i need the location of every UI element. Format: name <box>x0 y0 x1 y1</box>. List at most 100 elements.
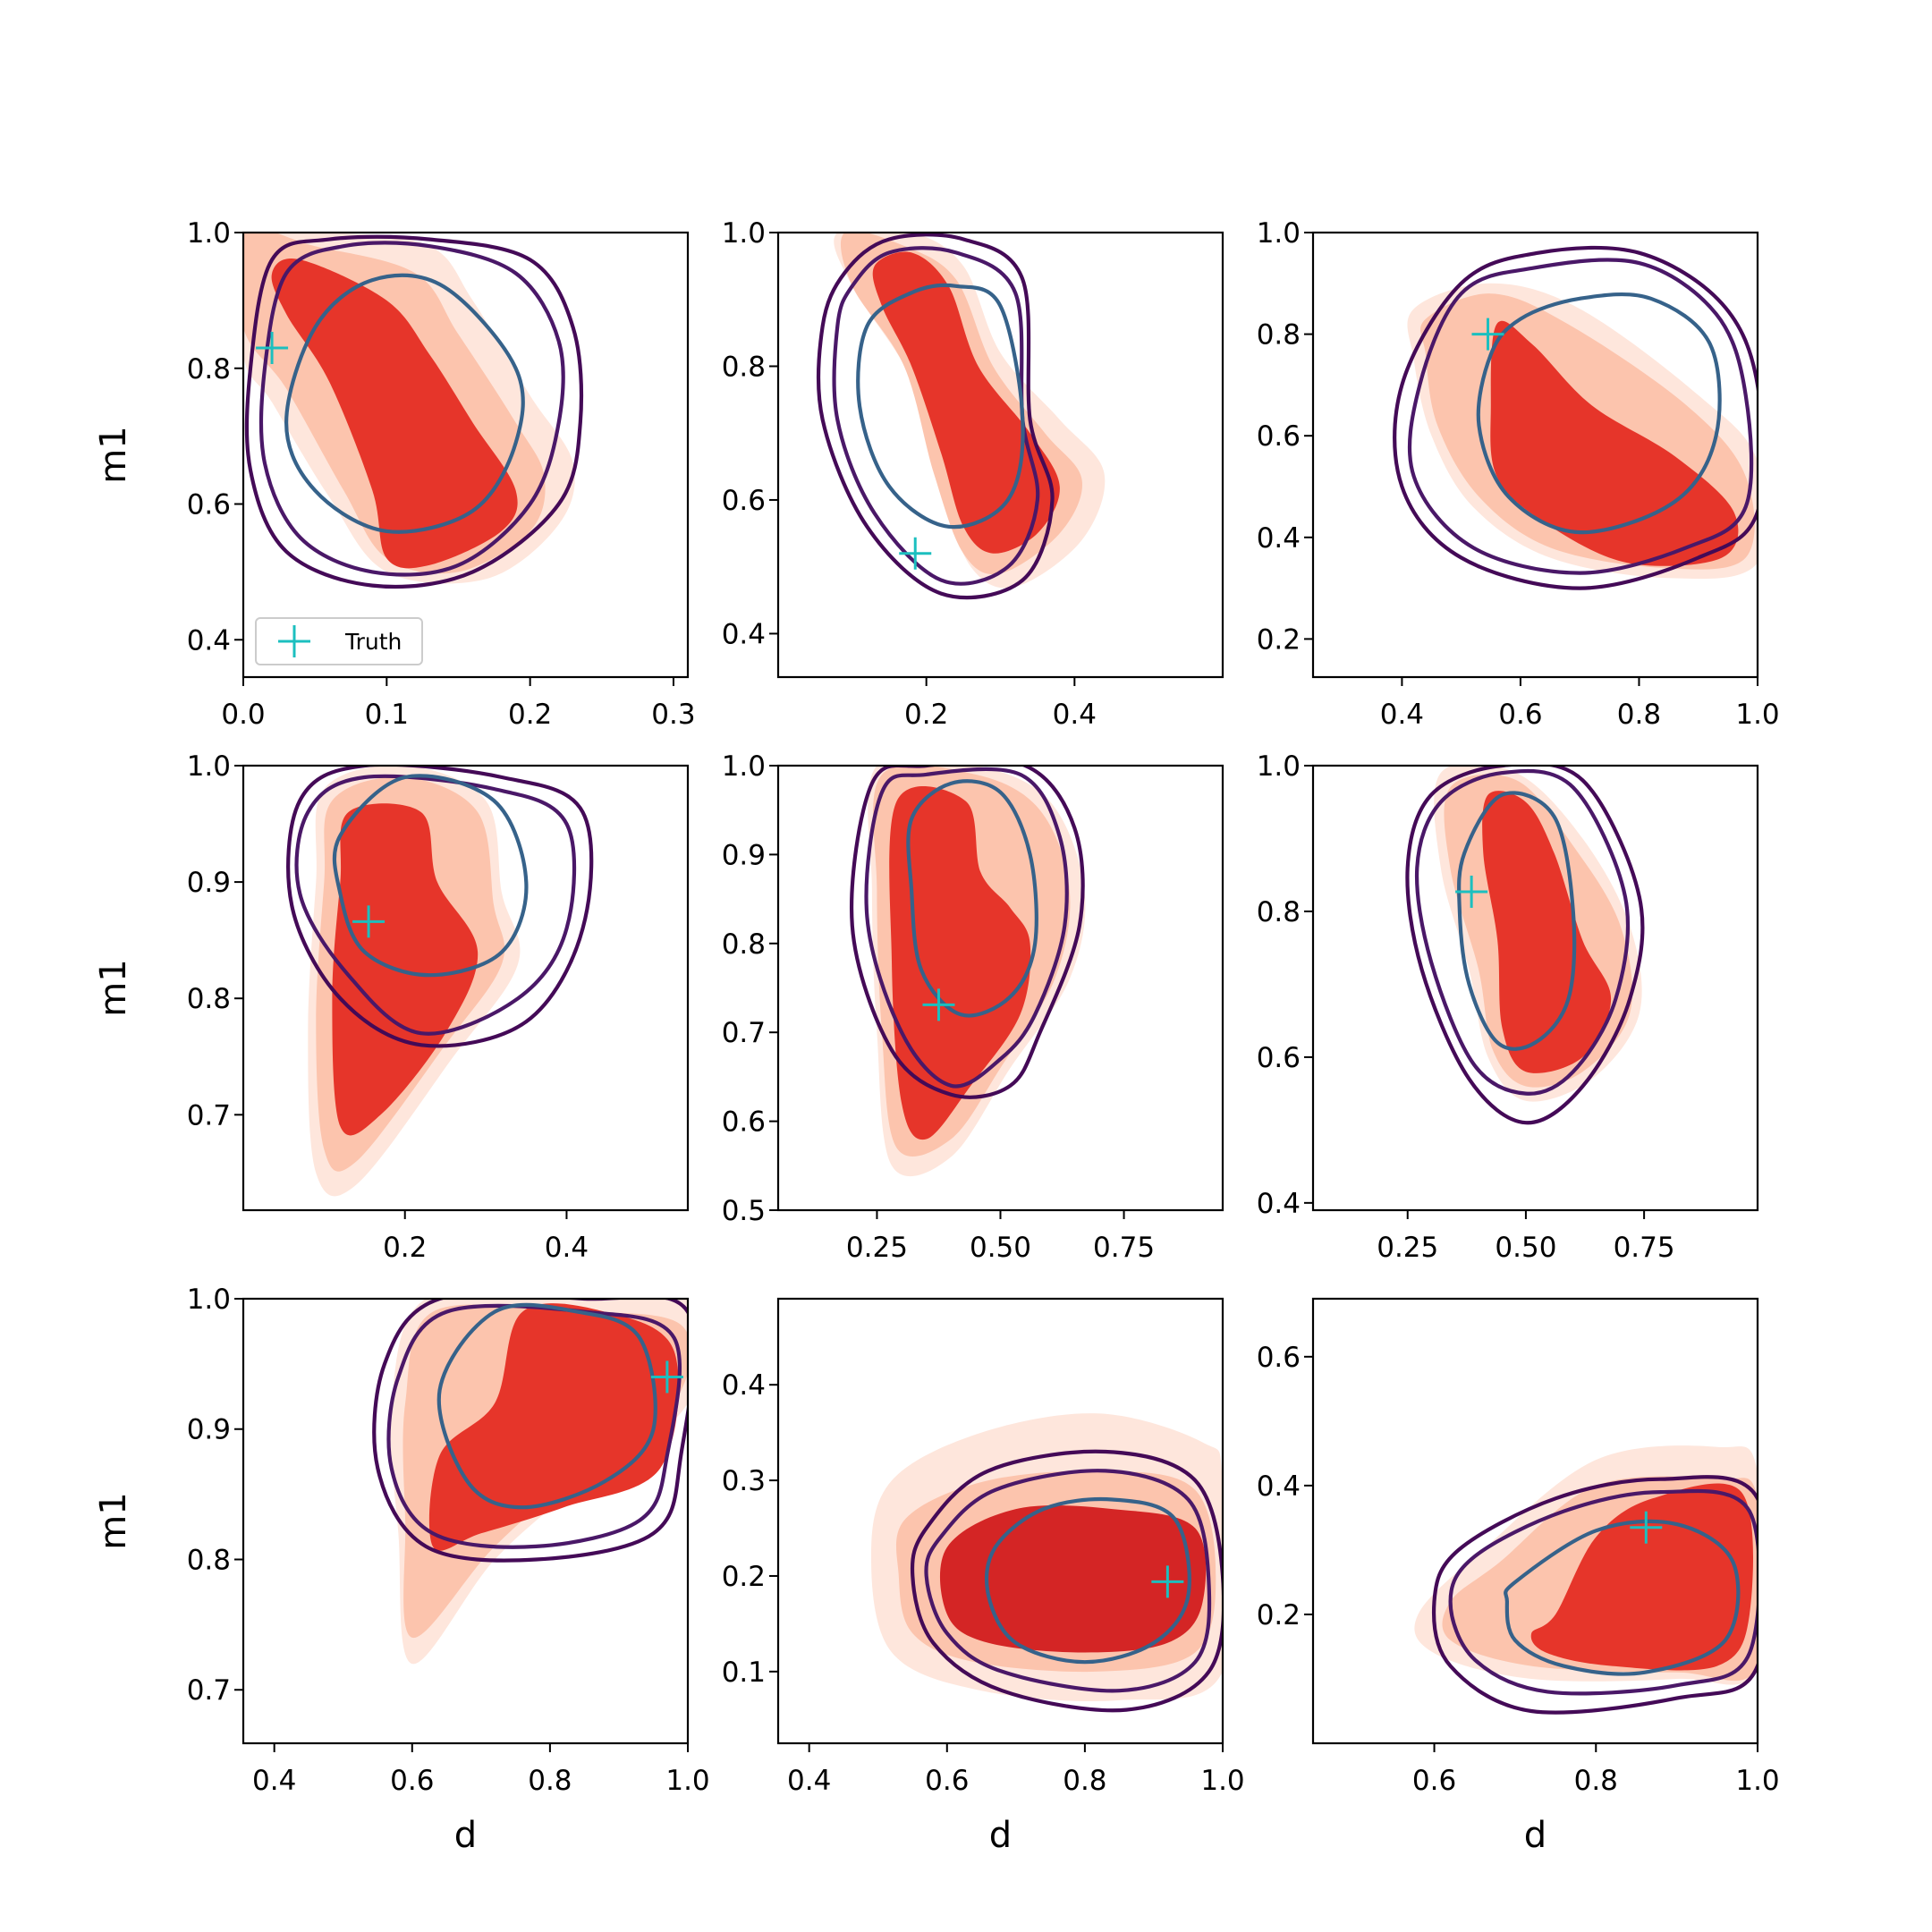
y-tick-label: 0.9 <box>187 1414 231 1446</box>
truth-marker <box>922 988 955 1021</box>
x-tick-label: 0.2 <box>508 699 552 731</box>
x-tick-label: 0.8 <box>1063 1765 1106 1797</box>
x-tick-label: 0.8 <box>1617 699 1661 731</box>
contour-line-2 <box>294 774 577 1036</box>
y-tick-label: 0.8 <box>187 1544 231 1576</box>
x-tick-label: 0.4 <box>1053 699 1097 731</box>
y-tick-label: 0.6 <box>1257 420 1301 453</box>
x-tick-label: 0.75 <box>1093 1232 1155 1264</box>
x-tick-label: 0.75 <box>1614 1232 1675 1264</box>
y-axis-label: m1 <box>93 426 134 483</box>
y-tick-label: 1.0 <box>187 217 231 250</box>
contour-line-3 <box>284 273 525 534</box>
y-tick-label: 0.7 <box>187 1099 231 1131</box>
x-tick-label: 0.6 <box>1498 699 1542 731</box>
x-tick-label: 0.2 <box>383 1232 427 1264</box>
y-tick-label: 1.0 <box>187 1284 231 1316</box>
y-tick-label: 1.0 <box>722 217 766 250</box>
x-tick-label: 0.4 <box>1380 699 1424 731</box>
x-tick-label: 1.0 <box>1200 1765 1244 1797</box>
contour-line-2 <box>832 246 1040 586</box>
y-tick-label: 0.7 <box>187 1674 231 1707</box>
y-tick-label: 0.4 <box>722 618 766 650</box>
y-tick-label: 0.2 <box>1257 1599 1301 1631</box>
panel-1: 0.0 0.1 0.2 0.3 0.4 0.6 0.8 1.0 m1 Truth <box>93 217 696 731</box>
truth-marker <box>1471 318 1504 351</box>
y-tick-label: 0.4 <box>1257 522 1301 555</box>
contour-line-2 <box>864 767 1069 1089</box>
contour-line-2 <box>924 1469 1212 1693</box>
x-tick-label: 0.3 <box>651 699 695 731</box>
contour-line-2 <box>258 241 565 577</box>
axes-frame <box>776 1297 1224 1745</box>
y-tick-label: 0.4 <box>187 624 231 657</box>
y-tick-label: 0.6 <box>722 1106 766 1139</box>
x-tick-label: 0.8 <box>1574 1765 1618 1797</box>
y-tick-label: 1.0 <box>1257 217 1301 250</box>
y-tick-label: 0.2 <box>722 1561 766 1593</box>
x-tick-label: 0.50 <box>1495 1232 1556 1264</box>
y-tick-label: 0.1 <box>722 1657 766 1689</box>
panel-2: 0.2 0.4 0.4 0.6 0.8 1.0 <box>722 217 1224 731</box>
y-tick-label: 0.8 <box>722 351 766 383</box>
panel-plot-area <box>1393 245 1758 590</box>
y-tick-label: 0.4 <box>1257 1188 1301 1220</box>
y-tick-label: 0.8 <box>187 353 231 386</box>
truth-marker <box>1151 1565 1184 1598</box>
y-tick-label: 0.4 <box>722 1369 766 1402</box>
axes-frame <box>1311 1297 1759 1745</box>
x-tick-label: 0.0 <box>221 699 265 731</box>
truth-marker <box>256 331 289 364</box>
y-tick-label: 0.8 <box>722 928 766 961</box>
y-tick-label: 0.6 <box>187 489 231 521</box>
contour-line-1 <box>816 233 1055 600</box>
y-tick-label: 0.7 <box>722 1017 766 1049</box>
legend-box <box>255 617 423 665</box>
legend: Truth <box>255 617 423 665</box>
x-tick-label: 0.25 <box>846 1232 908 1264</box>
axes-frame <box>776 231 1224 679</box>
panel-5: 0.25 0.50 0.75 0.5 0.6 0.7 0.8 0.9 1.0 <box>722 750 1224 1264</box>
contour-line-3 <box>332 774 529 978</box>
x-tick-label: 0.50 <box>970 1232 1031 1264</box>
truth-marker <box>899 537 932 570</box>
axes-frame <box>242 231 690 679</box>
y-tick-label: 1.0 <box>1257 750 1301 783</box>
contour-line-1 <box>1431 1475 1758 1715</box>
y-tick-label: 0.4 <box>1257 1470 1301 1503</box>
legend-truth-marker <box>278 625 310 657</box>
filled-density-level-3 <box>428 1303 679 1551</box>
axes-frame <box>1311 764 1759 1212</box>
filled-density-level-3 <box>271 258 518 569</box>
x-tick-label: 0.4 <box>787 1765 831 1797</box>
x-tick-label: 0.2 <box>904 699 948 731</box>
x-tick-label: 1.0 <box>1735 699 1779 731</box>
y-tick-label: 0.6 <box>1257 1042 1301 1074</box>
panel-plot-area <box>850 766 1086 1177</box>
panel-plot-area <box>1405 766 1645 1125</box>
contour-line-1 <box>244 234 584 589</box>
contour-line-1 <box>910 1449 1223 1713</box>
truth-marker <box>1630 1511 1663 1544</box>
panel-9: 0.6 0.8 1.0 0.2 0.4 0.6 d <box>1257 1297 1780 1856</box>
x-axis-label: d <box>1524 1815 1546 1856</box>
panel-4: 0.2 0.4 0.7 0.8 0.9 1.0 m1 <box>93 750 690 1264</box>
x-axis-label: d <box>989 1815 1012 1856</box>
contour-line-1 <box>286 766 594 1048</box>
contour-line-1 <box>1405 766 1645 1125</box>
filled-density-level-3 <box>332 803 479 1136</box>
filled-density-level-3 <box>1490 320 1739 566</box>
truth-marker <box>1455 875 1488 908</box>
legend-label: Truth <box>344 629 402 655</box>
x-tick-label: 0.8 <box>528 1765 572 1797</box>
panel-3: 0.4 0.6 0.8 1.0 0.2 0.4 0.6 0.8 1.0 <box>1257 217 1780 731</box>
contour-line-1 <box>1393 245 1758 590</box>
axes-frame <box>242 764 690 1212</box>
panel-6: 0.25 0.50 0.75 0.4 0.6 0.8 1.0 <box>1257 750 1759 1264</box>
truth-marker <box>650 1360 683 1394</box>
contour-line-3 <box>906 779 1038 1018</box>
truth-marker <box>352 905 386 938</box>
contour-line-3 <box>984 1496 1191 1665</box>
y-tick-label: 0.8 <box>187 983 231 1015</box>
